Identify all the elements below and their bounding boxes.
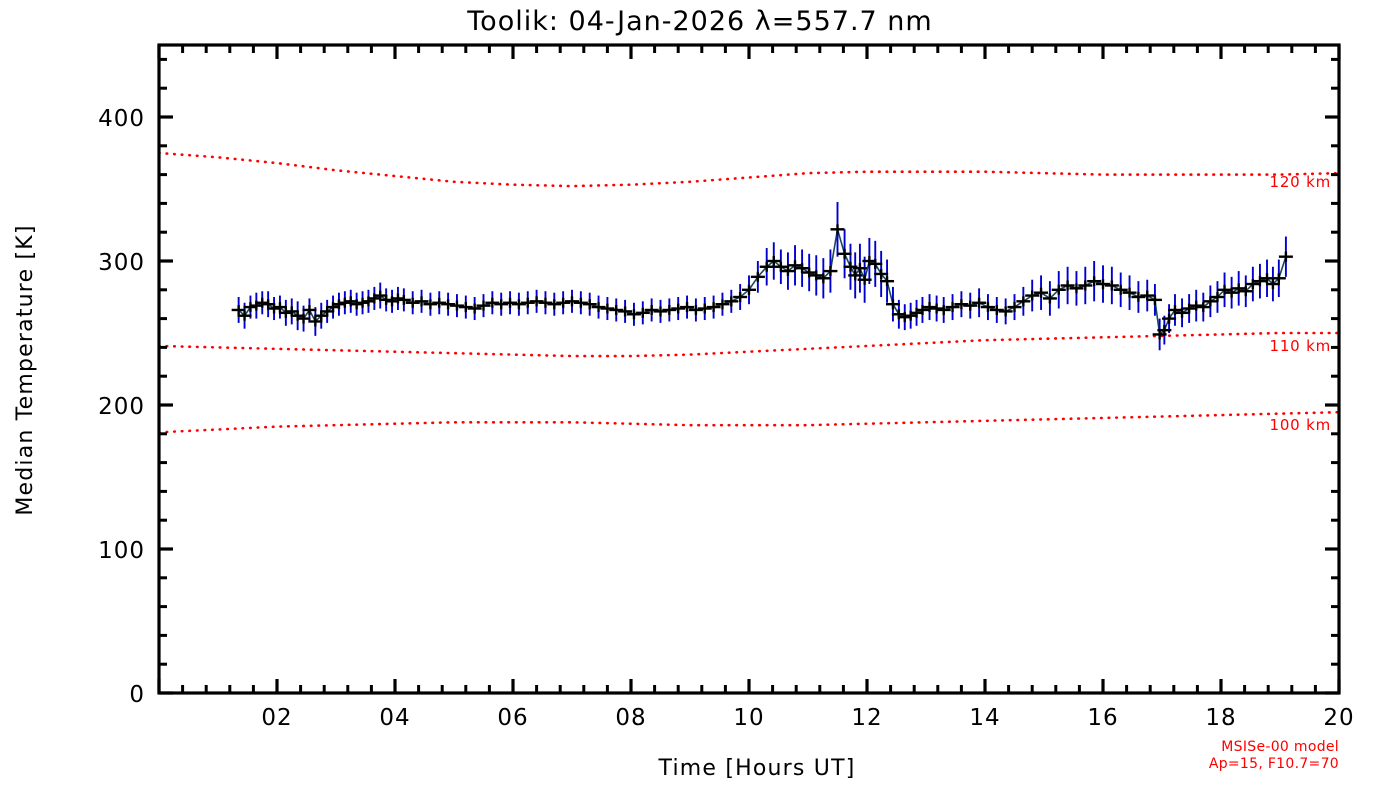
altitude-label-110-km: 110 km: [1270, 337, 1332, 355]
series-line: [238, 229, 1287, 337]
x-tick-label: 18: [1205, 705, 1236, 731]
x-tick-label: 12: [851, 705, 882, 731]
y-axis-label: Median Temperature [K]: [13, 224, 38, 515]
model-note-line1: MSISe-00 model: [1221, 739, 1339, 755]
y-tick-label: 300: [98, 250, 145, 276]
model-curves: [157, 151, 1341, 434]
model-curve-120-km: [157, 151, 1341, 188]
altitude-label-100-km: 100 km: [1270, 416, 1332, 434]
model-note-line2: Ap=15, F10.7=70: [1209, 756, 1339, 772]
y-tick-label: 100: [98, 538, 145, 564]
x-tick-label: 08: [615, 705, 646, 731]
x-tick-label: 10: [733, 705, 764, 731]
y-tick-label: 200: [98, 394, 145, 420]
y-tick-label: 0: [129, 682, 145, 708]
x-tick-label: 02: [261, 705, 292, 731]
x-tick-label: 14: [969, 705, 1000, 731]
model-curve-100-km: [157, 410, 1341, 434]
model-curve-110-km: [157, 331, 1341, 358]
y-tick-label: 400: [98, 106, 145, 132]
page-title: Toolik: 04-Jan-2026 λ=557.7 nm: [466, 6, 932, 37]
model-altitude-labels: 120 km 110 km 100 km: [1270, 173, 1332, 434]
y-tick-labels: 0 100 200 300 400: [98, 106, 145, 708]
data-point-markers: [231, 224, 1293, 340]
x-tick-label: 04: [379, 705, 410, 731]
altitude-label-120-km: 120 km: [1270, 173, 1332, 191]
x-tick-label: 06: [497, 705, 528, 731]
x-tick-label: 20: [1323, 705, 1354, 731]
x-axis-label: Time [Hours UT]: [658, 756, 856, 781]
axis-ticks: [157, 45, 1341, 695]
data-series: [231, 201, 1293, 351]
x-tick-labels: 02 04 06 08 10 12 14 16 18 20: [261, 705, 1354, 731]
x-tick-label: 16: [1087, 705, 1118, 731]
axis-frame: [157, 43, 1341, 695]
